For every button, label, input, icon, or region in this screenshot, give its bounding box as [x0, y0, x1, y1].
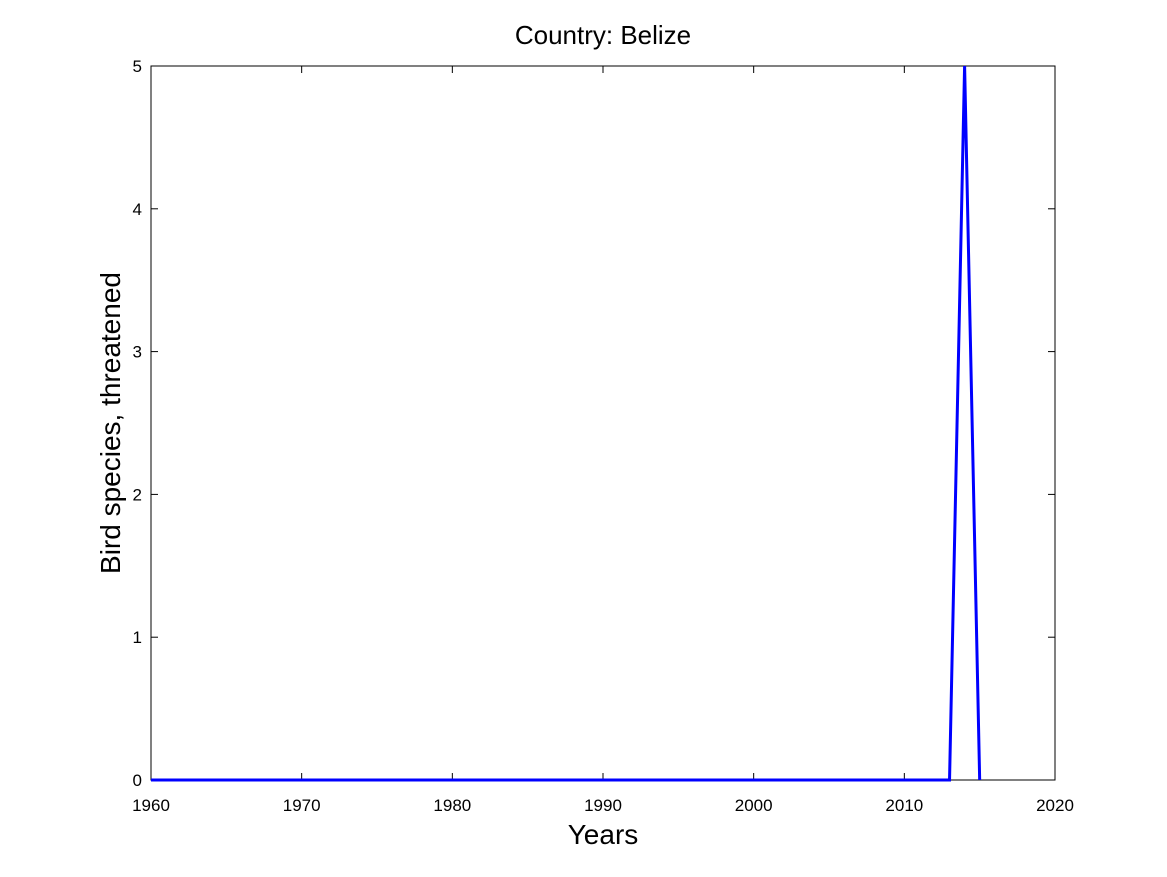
y-tick-label: 0	[133, 771, 142, 790]
x-axis: 1960 1970 1980 1990 2000 2010 2020	[132, 66, 1074, 815]
y-axis: 0 1 2 3 4 5	[133, 57, 1055, 790]
y-tick-label: 4	[133, 200, 142, 219]
y-tick-label: 3	[133, 343, 142, 362]
plot-frame	[150, 65, 1056, 781]
x-tick-label: 1970	[283, 796, 321, 815]
series-layer	[151, 65, 982, 782]
x-tick-label: 1960	[132, 796, 170, 815]
x-tick-label: 1990	[584, 796, 622, 815]
y-axis-label: Bird species, threatened	[95, 272, 126, 574]
x-tick-label: 2020	[1036, 796, 1074, 815]
x-tick-label: 1980	[433, 796, 471, 815]
plot-area: 1960 1970 1980 1990 2000 2010 2020 0 1 2 3 4 5	[132, 57, 1074, 815]
x-tick-label: 2010	[885, 796, 923, 815]
x-tick-label: 2000	[735, 796, 773, 815]
x-axis-label: Years	[568, 819, 639, 850]
y-tick-label: 2	[133, 485, 142, 504]
chart-title: Country: Belize	[515, 20, 691, 50]
series-line	[151, 65, 982, 782]
y-tick-label: 5	[133, 57, 142, 76]
y-tick-label: 1	[133, 628, 142, 647]
